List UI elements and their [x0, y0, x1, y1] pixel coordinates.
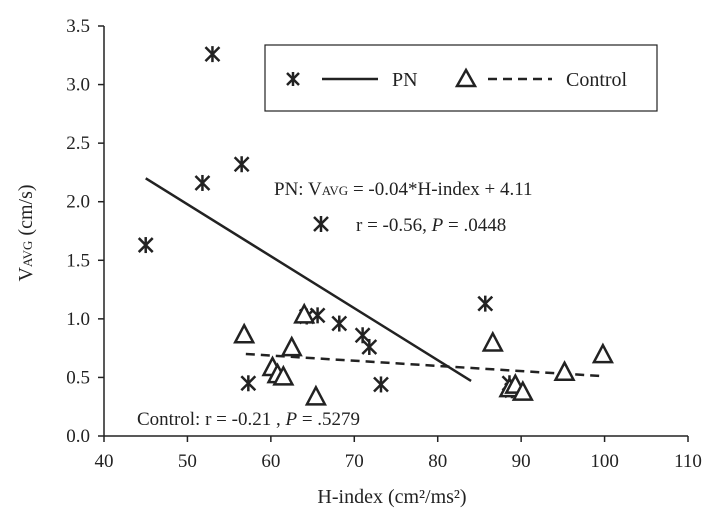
y-tick-label: 1.0	[66, 309, 90, 330]
ctrl-p: P	[284, 409, 297, 430]
legend-label-pn: PN	[392, 69, 418, 91]
legend-marker-control	[454, 67, 478, 88]
axes	[103, 26, 688, 437]
y-tick-label: 0.0	[66, 426, 90, 447]
point-control	[553, 360, 576, 381]
y-axis-title-main: V	[15, 267, 37, 282]
point-control	[280, 335, 303, 357]
point-pn	[194, 174, 211, 191]
point-pn	[331, 315, 348, 332]
y-axis-title: VAVG (cm/s)	[15, 184, 37, 281]
fit-line-control	[245, 352, 605, 378]
legend-label-control: Control	[566, 69, 628, 91]
pn-r-rest: = .0448	[443, 215, 506, 236]
x-tick-label: 70	[345, 451, 364, 472]
legend: PN Control	[264, 44, 658, 112]
point-control	[293, 302, 316, 324]
point-pn	[204, 46, 221, 63]
x-tick-label: 90	[512, 451, 531, 472]
point-control	[272, 364, 295, 386]
point-control	[233, 322, 256, 344]
x-tick-label: 60	[261, 451, 280, 472]
control-correlation: Control: r = -0.21 , P = .5279	[137, 409, 360, 430]
pn-correlation-marker	[313, 216, 329, 232]
point-control	[511, 379, 534, 401]
pn-correlation: r = -0.56, P = .0448	[356, 215, 506, 236]
y-tick-label: 2.0	[66, 192, 90, 213]
y-axis-title-sub: AVG	[20, 241, 35, 268]
data-points	[137, 46, 614, 406]
x-tick-label: 50	[178, 451, 197, 472]
fit-line-pn	[145, 177, 472, 383]
point-control	[591, 342, 614, 364]
y-ticks: 0.0 0.5 1.0 1.5 2.0 2.5 3.0 3.5	[66, 16, 104, 447]
x-tick-label: 110	[674, 451, 702, 472]
y-axis-title-unit: (cm/s)	[15, 184, 37, 240]
legend-marker-pn	[286, 72, 300, 86]
point-pn	[373, 376, 389, 393]
point-pn	[240, 375, 257, 392]
x-tick-label: 80	[428, 451, 447, 472]
x-axis-title: H-index (cm²/ms²)	[317, 486, 466, 508]
point-control	[304, 384, 327, 406]
pn-eq-prefix: PN: V	[274, 179, 322, 200]
pn-eq-sub: AVG	[322, 183, 349, 198]
point-control	[481, 330, 504, 352]
point-pn	[361, 338, 378, 355]
pn-equation: PN: VAVG = -0.04*H-index + 4.11	[274, 179, 533, 200]
pn-eq-rest: = -0.04*H-index + 4.11	[348, 179, 532, 200]
y-tick-label: 2.5	[66, 133, 90, 154]
point-pn	[137, 237, 154, 254]
point-pn	[233, 156, 250, 173]
x-tick-label: 100	[590, 451, 619, 472]
y-tick-label: 1.5	[66, 250, 90, 271]
x-ticks: 40 50 60 70 80 90 100 110	[95, 436, 702, 472]
ctrl-rest: = .5279	[297, 409, 360, 430]
y-tick-label: 3.5	[66, 16, 90, 37]
pn-r-prefix: r = -0.56,	[356, 215, 432, 236]
y-tick-label: 0.5	[66, 367, 90, 388]
fit-lines	[145, 177, 605, 383]
ctrl-prefix: Control: r = -0.21 ,	[137, 409, 285, 430]
x-tick-label: 40	[95, 451, 114, 472]
y-tick-label: 3.0	[66, 75, 90, 96]
pn-r-p: P	[431, 215, 444, 236]
point-pn	[477, 295, 494, 312]
